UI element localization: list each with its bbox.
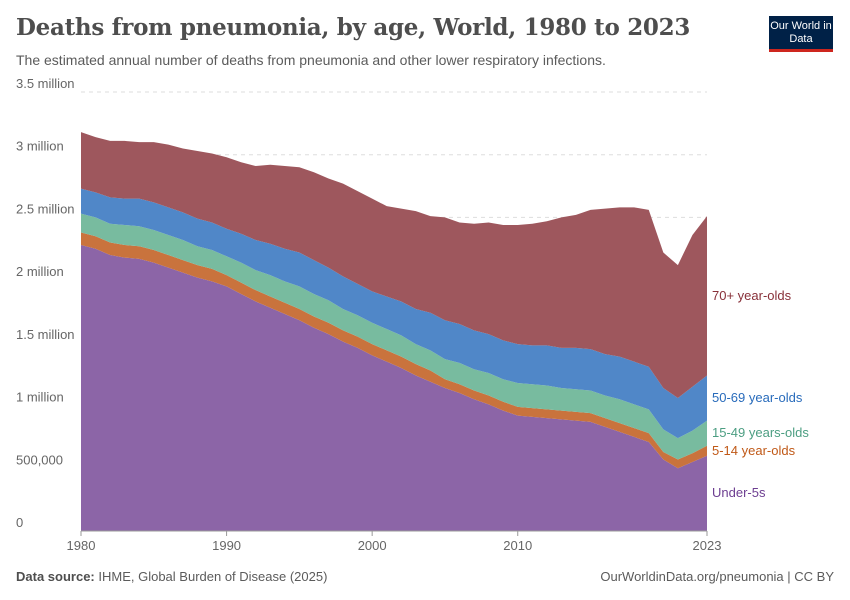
y-tick-label: 1 million bbox=[16, 390, 64, 405]
y-tick-label: 2 million bbox=[16, 264, 64, 279]
y-tick-label: 3.5 million bbox=[16, 76, 75, 91]
credit-link[interactable]: OurWorldinData.org/pneumonia | CC BY bbox=[600, 569, 834, 584]
series-label: 70+ year-olds bbox=[712, 288, 792, 303]
data-source-text[interactable]: IHME, Global Burden of Disease (2025) bbox=[98, 569, 328, 584]
x-tick-label: 1990 bbox=[212, 538, 241, 553]
area-70-year-olds bbox=[81, 132, 707, 399]
series-label: Under-5s bbox=[712, 485, 766, 500]
y-tick-label: 3 million bbox=[16, 139, 64, 154]
y-tick-label: 2.5 million bbox=[16, 201, 75, 216]
y-tick-label: 500,000 bbox=[16, 452, 63, 467]
chart-title: Deaths from pneumonia, by age, World, 19… bbox=[16, 14, 691, 41]
data-source-label: Data source: bbox=[16, 569, 95, 584]
x-tick-label: 1980 bbox=[67, 538, 96, 553]
series-label: 15-49 years-olds bbox=[712, 425, 809, 440]
area-under-5s bbox=[81, 245, 707, 531]
area-15-49-years-olds bbox=[81, 213, 707, 460]
owid-logo[interactable]: Our World in Data bbox=[769, 16, 833, 52]
area-50-69-year-olds bbox=[81, 188, 707, 439]
area-5-14-year-olds bbox=[81, 232, 707, 469]
x-tick-label: 2000 bbox=[358, 538, 387, 553]
series-label: 50-69 year-olds bbox=[712, 390, 803, 405]
x-tick-label: 2023 bbox=[693, 538, 722, 553]
logo-text: Our World in Data bbox=[770, 20, 832, 45]
chart-subtitle: The estimated annual number of deaths fr… bbox=[16, 52, 606, 68]
y-tick-label: 0 bbox=[16, 515, 23, 530]
data-source: Data source: IHME, Global Burden of Dise… bbox=[16, 569, 327, 584]
y-tick-label: 1.5 million bbox=[16, 327, 75, 342]
x-tick-label: 2010 bbox=[503, 538, 532, 553]
series-label: 5-14 year-olds bbox=[712, 443, 796, 458]
